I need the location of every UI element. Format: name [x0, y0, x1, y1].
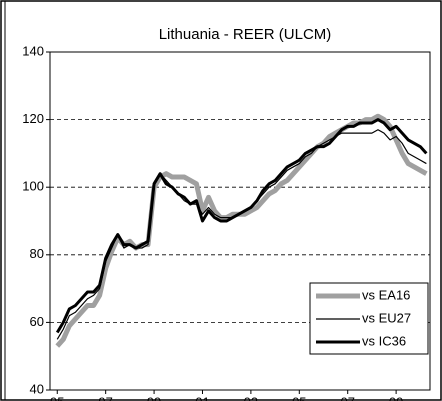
y-tick-label: 120: [22, 111, 44, 126]
legend-label: vs EU27: [362, 310, 411, 325]
legend-label: vs IC36: [362, 333, 406, 348]
x-tick-label: 03: [244, 394, 258, 401]
y-tick-label: 140: [22, 43, 44, 58]
series-line: [55, 118, 428, 334]
x-tick-label: 95: [50, 394, 64, 401]
x-tick-label: 01: [195, 394, 209, 401]
x-tick-label: 05: [292, 394, 306, 401]
y-tick-label: 60: [30, 314, 44, 329]
chart-title: Lithuania - REER (ULCM): [159, 26, 332, 43]
x-tick-label: 97: [98, 394, 112, 401]
plot-area: [49, 51, 431, 391]
x-tick-label: 09: [389, 394, 403, 401]
x-tick-label: 07: [340, 394, 354, 401]
y-tick-label: 100: [22, 179, 44, 194]
legend-label: vs EA16: [362, 287, 410, 302]
y-tick-label: 80: [30, 246, 44, 261]
y-tick-label: 40: [30, 381, 44, 396]
x-tick-label: 99: [147, 394, 161, 401]
